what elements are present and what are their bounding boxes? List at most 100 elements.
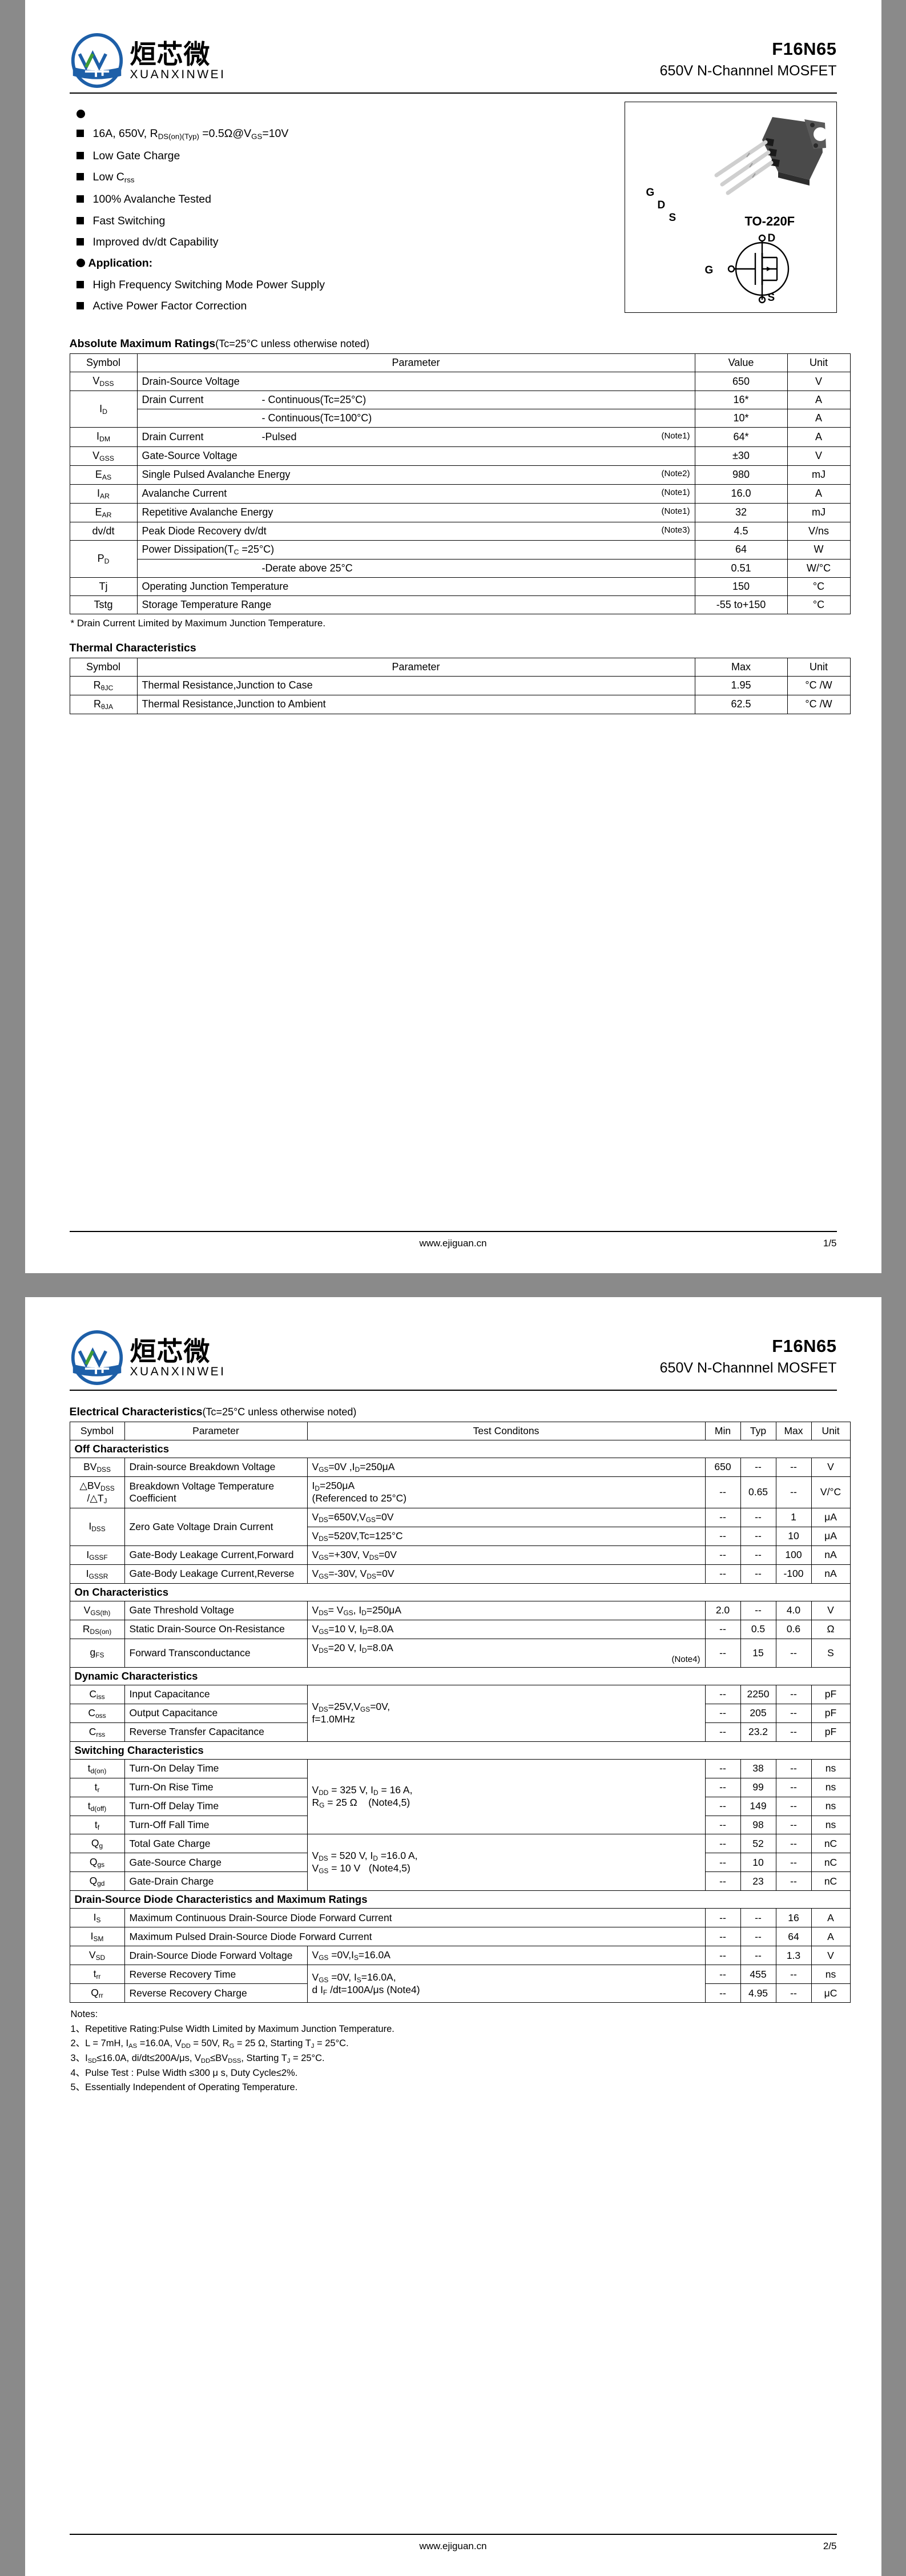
row-test-condition: ID=250μA (Referenced to 25°C)	[307, 1476, 706, 1508]
table-row: PD Power Dissipation(TC =25°C) 64 W	[69, 540, 851, 578]
row-typ: 0.65	[740, 1476, 776, 1508]
row-max: --	[775, 1965, 812, 1985]
row-typ: 10	[740, 1853, 776, 1873]
row-symbol: IAR	[69, 484, 138, 504]
row-max: --	[775, 1777, 812, 1797]
column-header: Value	[694, 353, 788, 373]
row-min: --	[704, 1908, 741, 1928]
table-row: Qg Total Gate Charge VDS = 520 V, ID =16.0…	[69, 1834, 851, 1891]
row-symbol: RDS(on)	[69, 1619, 125, 1639]
feature-item: 16A, 650V, RDS(on)(Typ) =0.5Ω@VGS=10V	[76, 127, 476, 142]
row-symbol: IS	[69, 1908, 125, 1928]
table-section-header: Dynamic Characteristics	[69, 1667, 851, 1685]
part-number: F16N65	[772, 39, 837, 59]
section-label: Dynamic Characteristics	[69, 1667, 851, 1685]
feature-label: 16A, 650V, RDS(on)(Typ) =0.5Ω@VGS=10V	[92, 127, 289, 141]
row-unit: V	[787, 372, 851, 392]
row-parameter: Drain Current - Continuous(Tc=25°C)	[136, 391, 695, 410]
row-symbol: EAR	[69, 502, 138, 522]
table-section-header: Switching Characteristics	[69, 1741, 851, 1760]
row-min: --	[704, 1965, 741, 1985]
symbol-label-source: S	[767, 292, 775, 304]
package-illustration-box: G D S TO-220F	[624, 102, 837, 313]
row-symbol: VGSS	[69, 446, 138, 466]
row-min: --	[704, 1703, 741, 1723]
row-symbol: RθJA	[69, 694, 138, 714]
row-parameter: Static Drain-Source On-Resistance	[124, 1619, 308, 1639]
row-typ: --	[740, 1946, 776, 1966]
note-item: 3、ISD≤16.0A, di/dt≤200A/μs, VDD≤BVDSS, S…	[70, 2053, 325, 2065]
table-row: Tstg Storage Temperature Range -55 to+150 °…	[69, 595, 851, 614]
row-value: 650	[694, 372, 788, 392]
notes-title: Notes:	[70, 2009, 98, 2020]
row-min: --	[704, 1853, 741, 1873]
brand-name-cn-2: 烜芯微	[130, 1335, 211, 1367]
row-symbol: EAS	[69, 465, 138, 485]
footer-divider	[69, 1231, 837, 1232]
page-1-footer: www.ejiguan.cn 1/5	[59, 1231, 847, 1249]
footer-url[interactable]: www.ejiguan.cn	[419, 1238, 487, 1249]
row-value: 16*	[694, 391, 788, 410]
table-row: IS Maximum Continuous Drain-Source Diode …	[69, 1908, 851, 1928]
table-section-header: Off Characteristics	[69, 1440, 851, 1458]
row-unit: ns	[811, 1758, 851, 1778]
row-unit: nA	[811, 1564, 851, 1584]
row-parameter: Avalanche Current (Note1)	[136, 484, 695, 504]
column-header: Parameter	[136, 657, 695, 677]
feature-label: High Frequency Switching Mode Power Supp…	[92, 278, 325, 291]
feature-item	[76, 107, 476, 118]
row-max: 1	[775, 1507, 812, 1527]
row-min: --	[704, 1526, 741, 1546]
section-label: On Characteristics	[69, 1583, 851, 1601]
feature-item: Fast Switching	[76, 214, 476, 228]
row-min: --	[704, 1983, 741, 2003]
row-max: --	[775, 1476, 812, 1508]
row-unit: mJ	[787, 502, 851, 522]
page-2: 烜芯微 XUANXINWEI F16N65 650V N-Channnel MO…	[25, 1297, 881, 2576]
row-value: 64*	[694, 427, 788, 447]
row-symbol: △BVDSS/△TJ	[69, 1476, 125, 1508]
row-unit: V	[811, 1458, 851, 1477]
mosfet-symbol-icon	[727, 234, 789, 304]
row-symbol: td(on)	[69, 1758, 125, 1778]
row-parameter: Gate-Body Leakage Current,Forward	[124, 1545, 308, 1565]
row-min: --	[704, 1815, 741, 1835]
row-unit: pF	[811, 1703, 851, 1723]
note-item: 2、L = 7mH, IAS =16.0A, VDD = 50V, RG = 2…	[70, 2038, 349, 2050]
row-symbol: dv/dt	[69, 521, 138, 541]
row-unit: °C /W	[787, 675, 851, 695]
row-parameter: Gate-Drain Charge	[124, 1871, 308, 1891]
row-unit: °C /W	[787, 694, 851, 714]
row-unit: pF	[811, 1722, 851, 1742]
table-row: IAR Avalanche Current (Note1) 16.0 A	[69, 484, 851, 504]
table-section-header: On Characteristics	[69, 1583, 851, 1601]
footer-url-2[interactable]: www.ejiguan.cn	[419, 2541, 487, 2551]
row-typ: 4.95	[740, 1983, 776, 2003]
row-value: 32	[694, 502, 788, 522]
row-parameter: Maximum Pulsed Drain-Source Diode Forwar…	[124, 1927, 706, 1947]
absolute-max-title-note: (Tc=25°C unless otherwise noted)	[215, 338, 370, 350]
row-max: 16	[775, 1908, 812, 1928]
brand-name-cn: 烜芯微	[130, 38, 211, 70]
row-typ: --	[740, 1526, 776, 1546]
square-bullet-icon	[76, 302, 84, 310]
row-parameter: Gate-Body Leakage Current,Reverse	[124, 1564, 308, 1584]
square-bullet-icon	[76, 195, 84, 203]
row-value: 10*	[694, 409, 788, 428]
brand-name-en: XUANXINWEI	[130, 67, 226, 81]
pin-label-source: S	[669, 212, 677, 224]
row-unit: ns	[811, 1796, 851, 1816]
row-unit: °C	[787, 595, 851, 614]
feature-label: 100% Avalanche Tested	[92, 193, 211, 206]
row-parameter: -Derate above 25°C	[136, 558, 695, 578]
row-unit: ns	[811, 1815, 851, 1835]
section-label: Drain-Source Diode Characteristics and M…	[69, 1890, 851, 1909]
row-parameter: Forward Transconductance	[124, 1638, 308, 1668]
row-unit: A	[787, 391, 851, 410]
table-row: td(off) Turn-Off Delay Time -- 149 -- ns	[69, 1796, 851, 1816]
column-header: Symbol	[69, 657, 138, 677]
column-header: Max	[775, 1422, 812, 1440]
table-row: Coss Output Capacitance -- 205 -- pF	[69, 1703, 851, 1723]
page-2-header: 烜芯微 XUANXINWEI F16N65 650V N-Channnel MO…	[59, 1320, 847, 1385]
row-unit: ns	[811, 1777, 851, 1797]
